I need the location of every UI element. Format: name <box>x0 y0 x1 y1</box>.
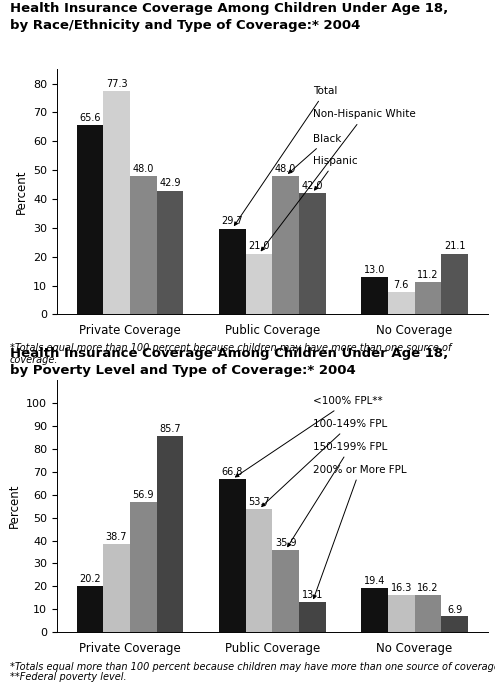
Bar <box>156 436 183 632</box>
Bar <box>103 544 130 632</box>
Bar <box>388 595 415 632</box>
Text: 48.0: 48.0 <box>275 164 297 173</box>
Bar <box>77 125 103 314</box>
Bar <box>77 586 103 632</box>
Text: Black: Black <box>289 134 342 173</box>
Bar <box>299 603 326 632</box>
Bar <box>442 616 468 632</box>
Text: by Poverty Level and Type of Coverage:* 2004: by Poverty Level and Type of Coverage:* … <box>10 364 355 377</box>
Text: 35.9: 35.9 <box>275 538 297 548</box>
Text: 29.7: 29.7 <box>221 216 243 227</box>
Bar <box>272 176 299 314</box>
Bar <box>246 509 272 632</box>
Bar <box>361 277 388 314</box>
Text: 21.1: 21.1 <box>444 241 465 252</box>
Y-axis label: Percent: Percent <box>14 169 28 214</box>
Text: 38.7: 38.7 <box>106 531 127 542</box>
Bar <box>103 91 130 314</box>
Text: 7.6: 7.6 <box>394 280 409 290</box>
Text: <100% FPL**: <100% FPL** <box>236 397 383 477</box>
Bar <box>388 292 415 314</box>
Text: by Race/Ethnicity and Type of Coverage:* 2004: by Race/Ethnicity and Type of Coverage:*… <box>10 19 360 32</box>
Text: 65.6: 65.6 <box>79 113 100 123</box>
Text: 66.8: 66.8 <box>222 467 243 477</box>
Bar <box>361 588 388 632</box>
Text: 56.9: 56.9 <box>133 490 154 500</box>
Bar <box>130 176 156 314</box>
Text: 42.0: 42.0 <box>301 181 323 191</box>
Text: *Totals equal more than 100 percent because children may have more than one sour: *Totals equal more than 100 percent beca… <box>10 343 451 365</box>
Bar <box>299 193 326 314</box>
Text: *Totals equal more than 100 percent because children may have more than one sour: *Totals equal more than 100 percent beca… <box>10 662 495 672</box>
Bar <box>246 254 272 314</box>
Bar <box>442 254 468 314</box>
Text: 21.0: 21.0 <box>248 241 270 252</box>
Text: Total: Total <box>234 86 338 225</box>
Text: 6.9: 6.9 <box>447 605 462 614</box>
Text: 100-149% FPL: 100-149% FPL <box>262 419 388 507</box>
Text: 53.7: 53.7 <box>248 498 270 507</box>
Text: 42.9: 42.9 <box>159 178 181 188</box>
Text: 77.3: 77.3 <box>106 79 127 89</box>
Text: Health Insurance Coverage Among Children Under Age 18,: Health Insurance Coverage Among Children… <box>10 2 448 15</box>
Text: **Federal poverty level.: **Federal poverty level. <box>10 672 127 682</box>
Bar <box>219 479 246 632</box>
Text: 16.3: 16.3 <box>391 583 412 593</box>
Text: Non-Hispanic White: Non-Hispanic White <box>261 109 416 251</box>
Bar <box>130 502 156 632</box>
Text: 85.7: 85.7 <box>159 424 181 434</box>
Text: 16.2: 16.2 <box>417 583 439 594</box>
Text: Hispanic: Hispanic <box>313 156 358 190</box>
Bar <box>415 595 442 632</box>
Bar <box>156 191 183 314</box>
Text: 19.4: 19.4 <box>364 576 385 586</box>
Text: 11.2: 11.2 <box>417 269 439 280</box>
Text: Health Insurance Coverage Among Children Under Age 18,: Health Insurance Coverage Among Children… <box>10 347 448 360</box>
Text: 13.0: 13.0 <box>364 265 385 274</box>
Bar <box>272 550 299 632</box>
Bar <box>219 229 246 314</box>
Text: 13.1: 13.1 <box>301 590 323 600</box>
Text: 20.2: 20.2 <box>79 574 100 584</box>
Text: 48.0: 48.0 <box>133 164 154 173</box>
Y-axis label: Percent: Percent <box>7 484 21 529</box>
Text: 150-199% FPL: 150-199% FPL <box>288 442 388 547</box>
Text: 200% or More FPL: 200% or More FPL <box>313 464 407 598</box>
Bar <box>415 282 442 314</box>
